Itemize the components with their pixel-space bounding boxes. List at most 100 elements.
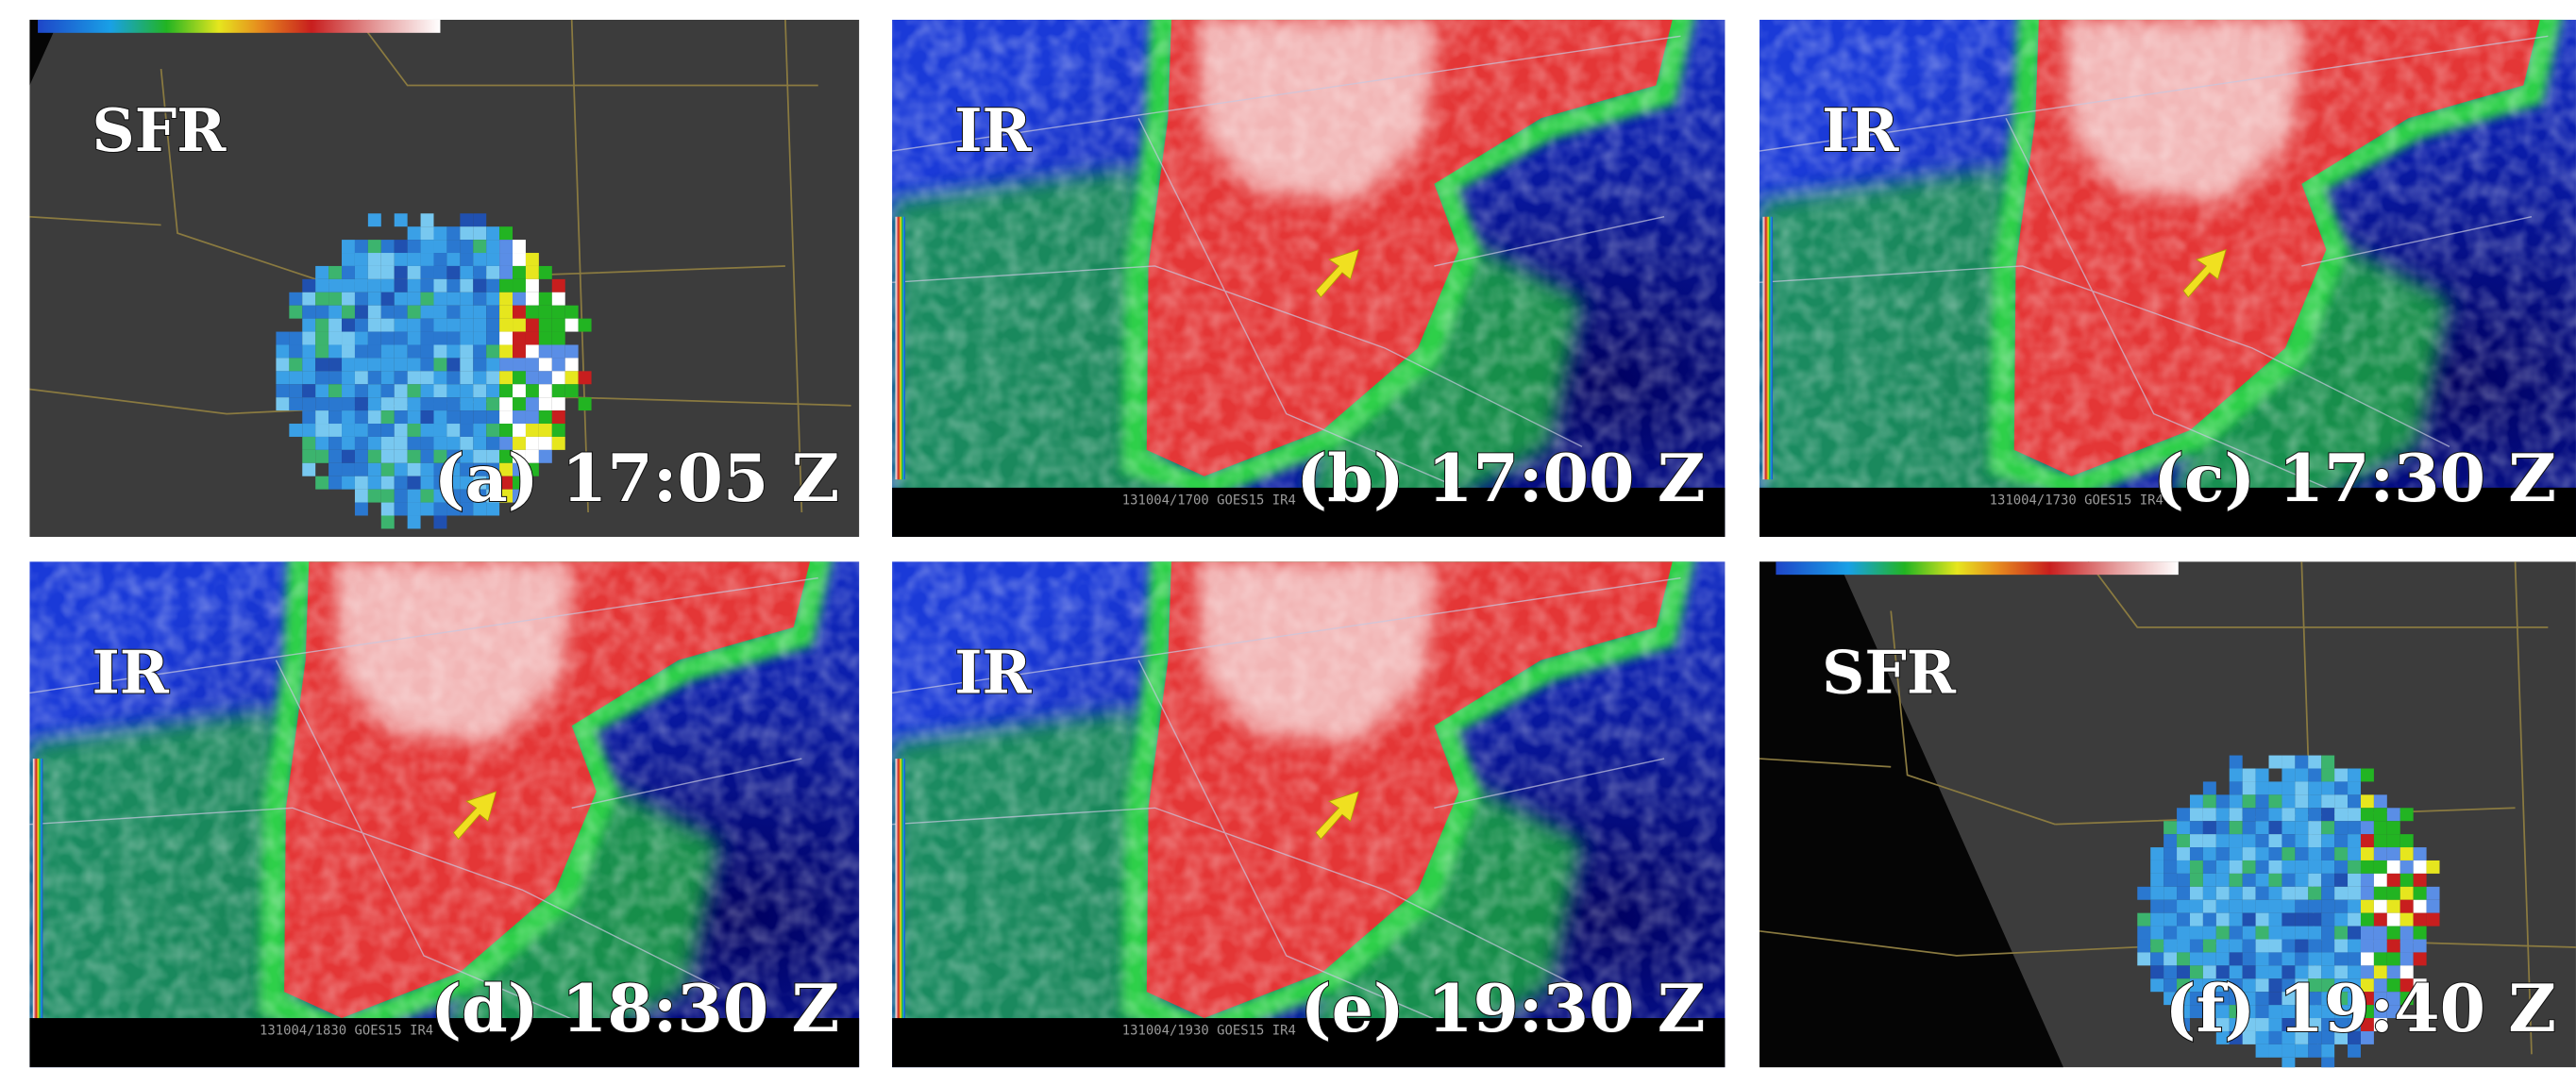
sfr-pixel bbox=[2374, 940, 2387, 953]
sfr-pixel bbox=[513, 253, 526, 266]
sfr-pixel bbox=[2400, 860, 2414, 874]
sfr-pixel bbox=[2321, 940, 2334, 953]
sfr-pixel bbox=[499, 358, 513, 371]
sfr-pixel bbox=[2281, 834, 2295, 847]
sfr-pixel bbox=[368, 292, 381, 306]
sfr-pixel bbox=[2308, 834, 2321, 847]
sfr-pixel bbox=[2150, 952, 2164, 965]
sfr-pixel bbox=[421, 437, 434, 450]
sfr-pixel bbox=[2177, 808, 2190, 821]
sfr-pixel bbox=[2387, 952, 2400, 965]
sfr-pixel bbox=[2414, 900, 2427, 913]
sfr-pixel bbox=[315, 384, 328, 397]
panel-caption: (e) 19:30 Z bbox=[1301, 971, 1706, 1047]
sfr-pixel bbox=[355, 437, 368, 450]
sfr-pixel bbox=[460, 384, 473, 397]
sfr-pixel bbox=[446, 319, 460, 332]
sfr-pixel bbox=[433, 358, 446, 371]
sfr-pixel bbox=[2400, 887, 2414, 900]
sfr-pixel bbox=[408, 515, 421, 528]
sfr-pixel bbox=[342, 266, 355, 279]
sfr-pixel bbox=[289, 292, 302, 306]
sfr-pixel bbox=[2216, 927, 2230, 940]
sfr-pixel bbox=[2256, 900, 2269, 913]
sfr-pixel bbox=[473, 279, 486, 292]
sfr-pixel bbox=[381, 344, 395, 358]
sfr-pixel bbox=[2361, 794, 2374, 808]
sfr-pixel bbox=[2334, 952, 2348, 965]
sfr-pixel bbox=[421, 266, 434, 279]
sfr-pixel bbox=[408, 332, 421, 345]
sfr-pixel bbox=[276, 358, 289, 371]
sfr-pixel bbox=[486, 240, 499, 253]
sfr-pixel bbox=[421, 319, 434, 332]
sfr-pixel bbox=[552, 397, 565, 410]
sfr-pixel bbox=[473, 292, 486, 306]
sfr-pixel bbox=[328, 292, 342, 306]
sfr-pixel bbox=[355, 240, 368, 253]
sfr-pixel bbox=[2150, 900, 2164, 913]
sfr-pixel bbox=[2256, 940, 2269, 953]
sfr-pixel bbox=[486, 319, 499, 332]
sfr-pixel bbox=[552, 344, 565, 358]
sfr-pixel bbox=[513, 358, 526, 371]
footer-text: 131004/1730 GOES15 IR4 bbox=[1990, 493, 2164, 508]
sfr-pixel bbox=[2414, 913, 2427, 927]
sfr-pixel bbox=[395, 332, 408, 345]
sfr-pixel bbox=[2400, 952, 2414, 965]
sfr-pixel bbox=[2295, 781, 2308, 794]
sfr-pixel bbox=[513, 292, 526, 306]
sfr-pixel bbox=[328, 306, 342, 319]
sfr-pixel bbox=[2334, 900, 2348, 913]
sfr-pixel bbox=[2321, 756, 2334, 769]
sfr-pixel bbox=[2164, 847, 2177, 860]
sfr-pixel bbox=[2164, 860, 2177, 874]
sfr-pixel bbox=[499, 410, 513, 424]
sfr-pixel bbox=[381, 371, 395, 384]
sfr-pixel bbox=[2256, 834, 2269, 847]
sfr-pixel bbox=[2150, 978, 2164, 992]
sfr-pixel bbox=[395, 292, 408, 306]
sfr-pixel bbox=[2256, 874, 2269, 887]
sfr-pixel bbox=[342, 358, 355, 371]
sfr-pixel bbox=[2137, 940, 2150, 953]
sfr-pixel bbox=[302, 306, 315, 319]
sfr-pixel bbox=[2269, 927, 2282, 940]
sfr-pixel bbox=[2387, 913, 2400, 927]
sfr-pixel bbox=[342, 306, 355, 319]
sfr-pixel bbox=[289, 344, 302, 358]
sfr-pixel bbox=[2308, 756, 2321, 769]
sfr-pixel bbox=[2269, 874, 2282, 887]
sfr-pixel bbox=[473, 384, 486, 397]
sfr-pixel bbox=[513, 384, 526, 397]
sfr-pixel bbox=[421, 344, 434, 358]
sfr-pixel bbox=[565, 344, 579, 358]
sfr-pixel bbox=[2295, 756, 2308, 769]
sfr-pixel bbox=[2308, 769, 2321, 782]
sfr-pixel bbox=[2269, 808, 2282, 821]
sfr-pixel bbox=[368, 319, 381, 332]
sfr-pixel bbox=[539, 344, 552, 358]
sfr-pixel bbox=[355, 476, 368, 490]
sfr-pixel bbox=[2321, 913, 2334, 927]
sfr-pixel bbox=[421, 240, 434, 253]
sfr-pixel bbox=[421, 332, 434, 345]
sfr-pixel bbox=[2269, 952, 2282, 965]
sfr-pixel bbox=[2281, 940, 2295, 953]
sfr-pixel bbox=[2164, 927, 2177, 940]
sfr-pixel bbox=[2269, 794, 2282, 808]
sfr-pixel bbox=[2150, 860, 2164, 874]
sfr-pixel bbox=[408, 503, 421, 516]
sfr-pixel bbox=[526, 319, 539, 332]
sfr-pixel bbox=[2203, 887, 2216, 900]
sfr-pixel bbox=[486, 279, 499, 292]
sfr-pixel bbox=[2137, 927, 2150, 940]
sfr-pixel bbox=[342, 292, 355, 306]
sfr-pixel bbox=[355, 503, 368, 516]
sfr-pixel bbox=[513, 332, 526, 345]
sfr-pixel bbox=[2281, 769, 2295, 782]
sfr-pixel bbox=[368, 463, 381, 476]
sfr-pixel bbox=[2216, 834, 2230, 847]
sfr-pixel bbox=[473, 332, 486, 345]
sfr-pixel bbox=[2230, 847, 2243, 860]
